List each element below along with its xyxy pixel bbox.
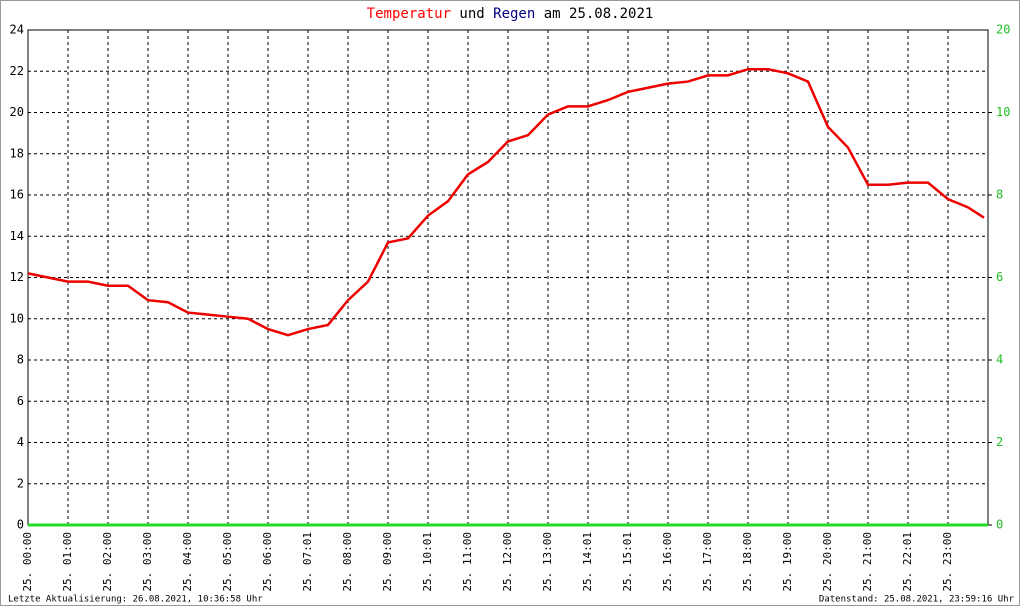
x-tick-label: 25. 08:00 — [341, 532, 354, 592]
x-tick-label: 25. 05:00 — [221, 532, 234, 592]
y-tick-label: 18 — [10, 146, 24, 160]
y-tick-label: 6 — [17, 394, 24, 408]
y2-tick-label: 4 — [996, 353, 1003, 367]
y-tick-label: 10 — [10, 311, 24, 325]
y-tick-label: 24 — [10, 23, 24, 37]
footer-left: Letzte Aktualisierung: 26.08.2021, 10:36… — [8, 595, 263, 605]
y-tick-label: 0 — [17, 518, 24, 532]
title-part: Regen — [493, 6, 535, 22]
series-line — [27, 67, 985, 337]
y2-top-label: 20 — [996, 23, 1010, 37]
y2-tick-label: 8 — [996, 188, 1003, 202]
y-tick-label: 8 — [17, 353, 24, 367]
y-tick-label: 14 — [10, 229, 24, 243]
x-tick-label: 25. 20:00 — [821, 532, 834, 592]
title-part: Temperatur — [367, 6, 451, 22]
y-tick-label: 12 — [10, 270, 24, 284]
x-tick-label: 25. 10:01 — [421, 532, 434, 592]
x-tick-label: 25. 11:00 — [461, 532, 474, 592]
x-tick-label: 25. 23:00 — [941, 532, 954, 592]
x-tick-label: 25. 00:00 — [21, 532, 34, 592]
y2-tick-label: 2 — [996, 435, 1003, 449]
x-tick-label: 25. 07:01 — [301, 532, 314, 592]
x-tick-label: 25. 15:01 — [621, 532, 634, 592]
x-tick-label: 25. 02:00 — [101, 532, 114, 592]
x-tick-label: 25. 19:00 — [781, 532, 794, 592]
x-tick-label: 25. 01:00 — [61, 532, 74, 592]
y2-tick-label: 10 — [996, 105, 1010, 119]
x-tick-label: 25. 18:00 — [741, 532, 754, 592]
y-tick-label: 16 — [10, 188, 24, 202]
x-tick-label: 25. 16:00 — [661, 532, 674, 592]
title-part: und — [459, 6, 484, 22]
x-tick-label: 25. 09:00 — [381, 532, 394, 592]
x-tick-label: 25. 17:00 — [701, 532, 714, 592]
y2-tick-label: 0 — [996, 518, 1003, 532]
chart-title: Temperatur und Regen am 25.08.2021 — [367, 6, 654, 22]
y-tick-label: 20 — [10, 105, 24, 119]
y-tick-label: 22 — [10, 64, 24, 78]
x-tick-label: 25. 04:00 — [181, 532, 194, 592]
x-tick-label: 25. 13:00 — [541, 532, 554, 592]
footer-right: Datenstand: 25.08.2021, 23:59:16 Uhr — [819, 595, 1015, 605]
title-part: am 25.08.2021 — [544, 6, 654, 22]
x-tick-label: 25. 06:00 — [261, 532, 274, 592]
y-tick-label: 2 — [17, 476, 24, 490]
x-tick-label: 25. 22:01 — [901, 532, 914, 592]
x-tick-label: 25. 21:00 — [861, 532, 874, 592]
x-tick-label: 25. 14:01 — [581, 532, 594, 592]
y2-tick-label: 6 — [996, 270, 1003, 284]
x-tick-label: 25. 03:00 — [141, 532, 154, 592]
x-tick-label: 25. 12:00 — [501, 532, 514, 592]
y-tick-label: 4 — [17, 435, 24, 449]
